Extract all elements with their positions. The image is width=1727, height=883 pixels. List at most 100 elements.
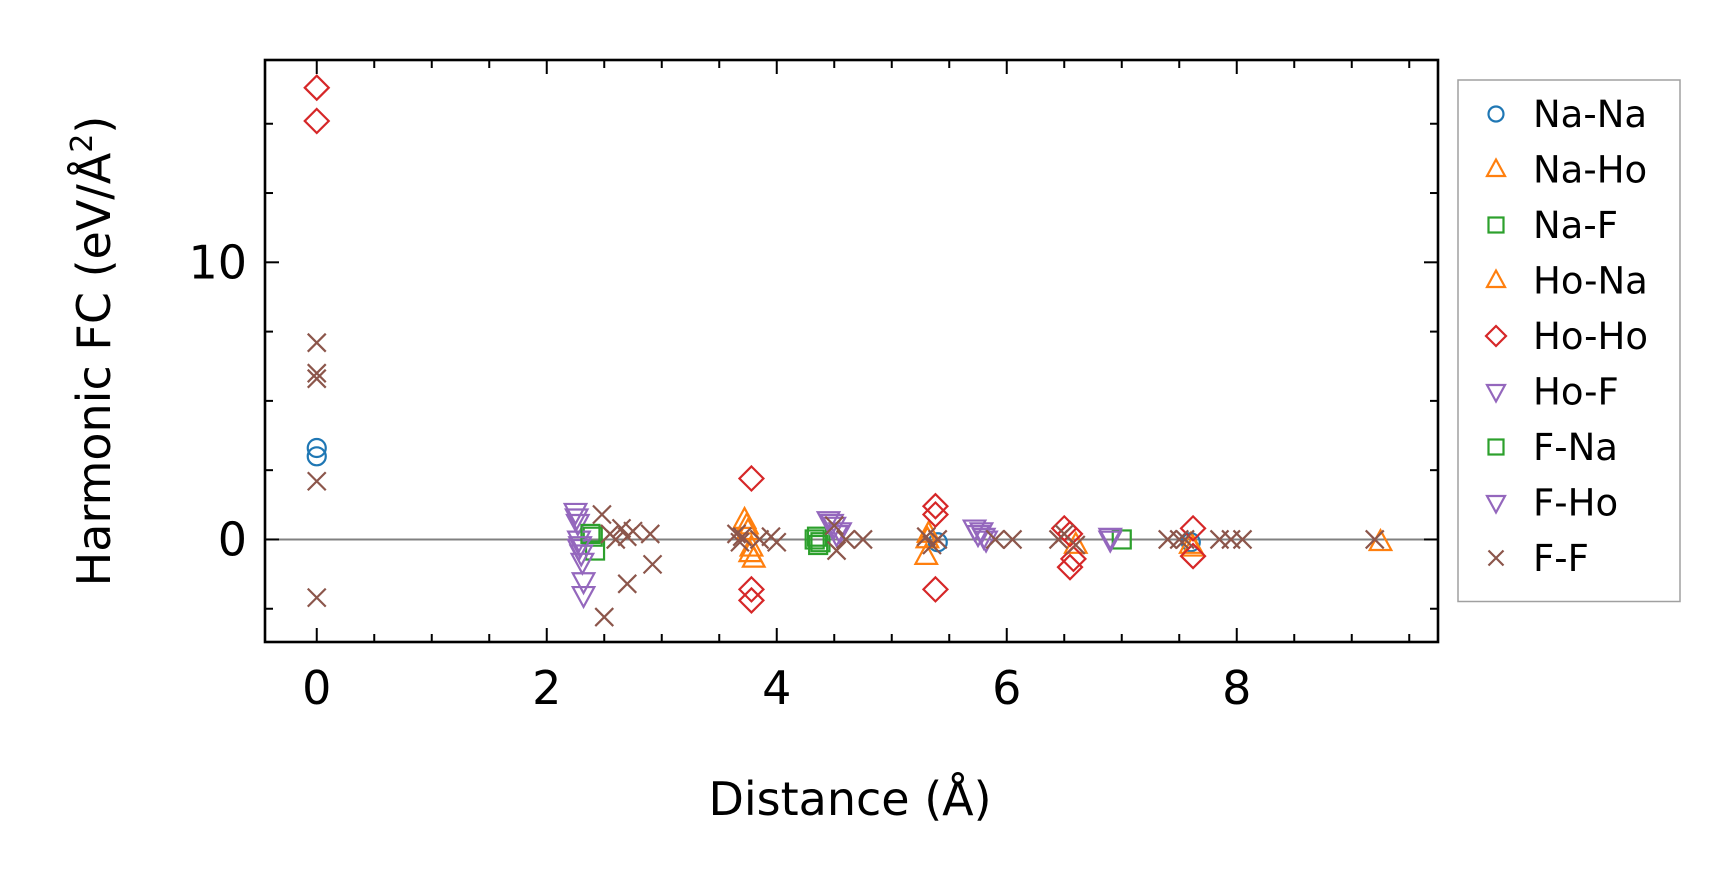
- legend-label: Ho-F: [1533, 371, 1619, 414]
- data-point: [623, 521, 643, 541]
- plot-area: [265, 74, 1438, 627]
- data-point: [808, 534, 829, 556]
- data-point: [568, 544, 594, 568]
- x-tick-label: 2: [532, 661, 561, 715]
- legend-marker: [1487, 216, 1505, 234]
- data-point: [913, 541, 939, 565]
- y-tick-label: 0: [218, 512, 247, 566]
- data-point: [804, 529, 825, 550]
- legend-entry: Ho-Na: [1485, 260, 1648, 303]
- axes-frame: [263, 58, 1440, 644]
- legend-box: [1457, 79, 1681, 603]
- legend-entry: Ho-F: [1485, 371, 1619, 414]
- data-point: [737, 575, 766, 603]
- series-f-na: [580, 523, 829, 556]
- data-point: [819, 513, 845, 538]
- data-point: [985, 529, 1006, 550]
- data-point: [1002, 529, 1023, 550]
- data-point: [766, 532, 787, 553]
- axis-ticks: 0 2 4 6 8 0 10: [188, 58, 1440, 715]
- legend-label: Ho-Na: [1533, 260, 1648, 303]
- y-axis-label-main: Harmonic FC (eV/Å: [67, 152, 121, 586]
- data-point: [737, 539, 763, 563]
- data-point: [826, 540, 847, 561]
- data-point: [592, 504, 612, 525]
- data-point: [1065, 535, 1086, 555]
- legend-marker: [1485, 494, 1507, 515]
- data-point: [1232, 529, 1253, 550]
- data-point: [562, 502, 589, 527]
- y-tick-label: 10: [188, 235, 247, 289]
- data-point: [921, 492, 950, 520]
- data-point: [737, 586, 766, 614]
- x-tick-label: 6: [992, 661, 1021, 715]
- legend-label: Na-Na: [1533, 93, 1647, 136]
- data-point: [927, 529, 948, 550]
- data-point: [617, 574, 638, 594]
- data-point: [1097, 527, 1123, 551]
- data-point: [640, 524, 661, 544]
- legend-entry: F-Na: [1487, 426, 1618, 469]
- data-point: [732, 526, 753, 547]
- legend-marker: [1485, 157, 1507, 178]
- data-point: [306, 368, 327, 389]
- data-point: [1364, 529, 1385, 550]
- x-tick-label: 8: [1222, 661, 1251, 715]
- data-point: [1097, 530, 1123, 554]
- data-point: [306, 332, 327, 353]
- series-f-f: [306, 332, 1385, 627]
- legend-label: Ho-Ho: [1533, 315, 1648, 358]
- data-point: [594, 607, 615, 627]
- legend-marker: [1485, 383, 1507, 404]
- data-point: [563, 508, 590, 532]
- axis-labels: Distance (Å) Harmonic FC (eV/Å2): [65, 116, 992, 826]
- data-point: [853, 529, 873, 550]
- legend-entry: F-Ho: [1485, 482, 1618, 525]
- y-axis-label-superscript: 2: [65, 134, 100, 153]
- legend-entry: Na-Na: [1487, 93, 1647, 136]
- legend-label: F-F: [1533, 537, 1589, 580]
- data-point: [1179, 514, 1207, 542]
- data-point: [1178, 530, 1204, 554]
- data-point: [303, 74, 331, 102]
- data-point: [1169, 529, 1190, 550]
- data-point: [965, 525, 991, 549]
- series-ho-ho: [303, 74, 1207, 614]
- y-axis-label-end: ): [67, 116, 121, 134]
- data-point: [1179, 542, 1207, 570]
- legend-marker: [1484, 324, 1508, 348]
- legend-marker: [1487, 105, 1505, 123]
- data-point: [584, 540, 606, 561]
- data-point: [827, 522, 853, 546]
- data-point: [306, 587, 327, 608]
- data-point: [566, 530, 592, 554]
- data-point: [611, 518, 632, 539]
- data-point: [815, 511, 842, 535]
- data-point: [1175, 529, 1195, 550]
- y-axis-label: Harmonic FC (eV/Å2): [65, 116, 121, 587]
- data-point: [835, 529, 856, 550]
- data-point: [737, 464, 766, 493]
- data-point: [570, 585, 597, 610]
- data-point: [1063, 530, 1089, 554]
- data-point: [570, 572, 597, 596]
- data-point: [914, 525, 941, 549]
- data-point: [306, 363, 327, 383]
- legend: Na-Na Na-Ho Na-F Ho-Na Ho-Ho Ho-F F-Na F-Ho F-F: [1457, 79, 1681, 603]
- x-tick-label: 4: [762, 661, 791, 715]
- data-point: [306, 446, 327, 467]
- legend-label: Na-Ho: [1533, 149, 1647, 192]
- legend-label: F-Na: [1533, 426, 1618, 469]
- data-point: [749, 529, 770, 550]
- legend-label: F-Ho: [1533, 482, 1618, 525]
- data-point: [1111, 529, 1132, 550]
- data-point: [605, 529, 626, 550]
- data-point: [580, 523, 601, 545]
- legend-marker: [1485, 268, 1507, 289]
- data-point: [738, 533, 765, 557]
- data-point: [921, 575, 950, 603]
- data-point: [916, 526, 937, 547]
- legend-entry: Na-F: [1487, 204, 1618, 247]
- data-point: [1056, 553, 1084, 581]
